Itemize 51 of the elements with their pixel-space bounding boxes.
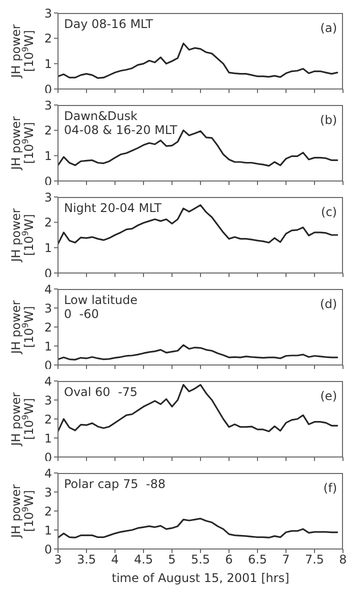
x-tick-label: 5.5 <box>190 552 210 567</box>
text: Low latitude 0 -60 <box>64 293 138 321</box>
y-tick-label: 3 <box>44 393 52 408</box>
annotation: (d) <box>320 297 337 311</box>
y-tick-label: 3 <box>44 98 52 112</box>
x-tick-label: 8 <box>339 552 347 567</box>
line-series <box>58 204 338 245</box>
chart-title: Night 20-04 MLT <box>64 201 162 215</box>
y-tick-label: 1 <box>44 240 52 255</box>
y-tick-label: 3 <box>44 190 52 204</box>
y-tick-label: 1 <box>44 523 52 538</box>
text: Dawn&Dusk 04-08 & 16-20 MLT <box>64 109 178 137</box>
y-tick-label: 1 <box>44 339 52 354</box>
line-series <box>58 384 338 432</box>
y-tick-label: 2 <box>44 504 52 518</box>
x-tick-label: 7.5 <box>304 552 324 567</box>
x-tick-label: 4.5 <box>134 552 154 567</box>
y-tick-label: 0 <box>44 542 52 556</box>
y-tick-label: 2 <box>44 320 52 334</box>
line-series <box>58 42 338 79</box>
x-tick-label: 6.5 <box>248 552 268 567</box>
y-tick-label: 4 <box>44 466 52 480</box>
y-tick-label: 1 <box>44 56 52 71</box>
x-tick-label: 5 <box>168 552 176 567</box>
y-tick-label: 1 <box>44 148 52 163</box>
chart-title: Polar cap 75 -88 <box>64 477 166 491</box>
annotation: (b) <box>320 113 337 127</box>
y-tick-label: 4 <box>44 374 52 388</box>
annotation: (f) <box>323 481 337 495</box>
y-tick-label: 4 <box>44 282 52 296</box>
x-tick-label: 4 <box>111 552 119 567</box>
chart-title: Oval 60 -75 <box>64 385 138 399</box>
annotation: (a) <box>320 21 337 35</box>
x-tick-label: 7 <box>282 552 290 567</box>
y-tick-label: 2 <box>44 32 52 46</box>
line-series <box>58 344 338 360</box>
y-tick-label: 2 <box>44 124 52 138</box>
y-tick-label: 1 <box>44 431 52 446</box>
y-tick-label: 2 <box>44 412 52 426</box>
line-series <box>58 518 338 538</box>
y-tick-label: 2 <box>44 216 52 230</box>
chart-title: Day 08-16 MLT <box>64 17 153 31</box>
x-axis-title: time of August 15, 2001 [hrs] <box>112 571 290 585</box>
annotation: (e) <box>320 389 337 403</box>
y-tick-label: 3 <box>44 485 52 500</box>
annotation: (c) <box>321 205 337 219</box>
x-tick-label: 6 <box>225 552 233 567</box>
y-tick-label: 3 <box>44 301 52 316</box>
x-tick-label: 3.5 <box>76 552 96 567</box>
y-tick-label: 3 <box>44 6 52 20</box>
x-tick-label: 3 <box>54 552 62 567</box>
